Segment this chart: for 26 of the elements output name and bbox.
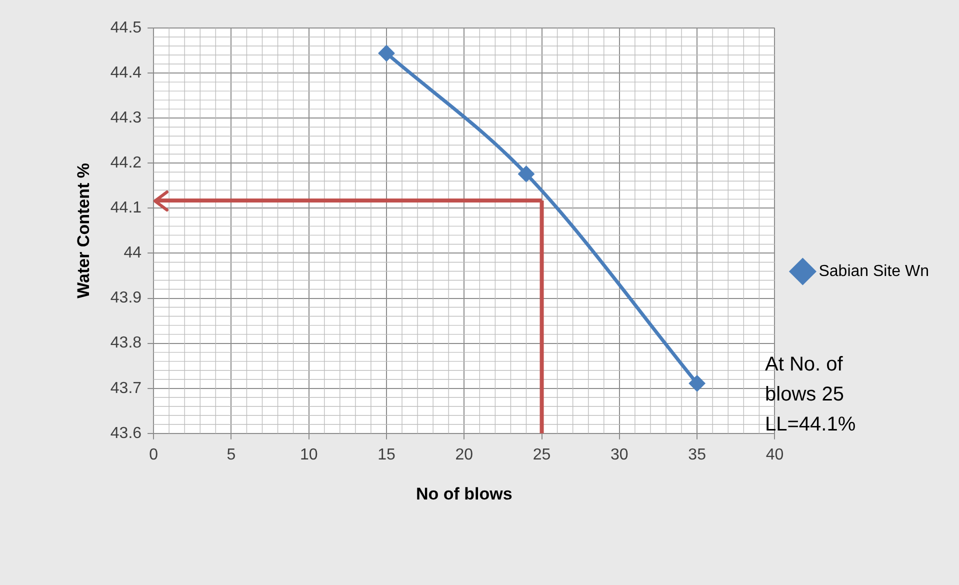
point <box>689 376 705 392</box>
point <box>378 45 394 61</box>
legend-label: Sabian Site Wn <box>818 262 929 280</box>
point <box>518 166 534 182</box>
y-tick-label: 44 <box>124 244 142 262</box>
y-tick-label: 44.2 <box>110 154 142 172</box>
y-tick-label: 43.6 <box>110 424 142 442</box>
x-tick-label: 20 <box>455 446 474 464</box>
x-tick-label: 30 <box>610 446 628 464</box>
x-axis-title: No of blows <box>416 484 512 504</box>
y-tick-label: 43.9 <box>110 290 142 307</box>
annotation: At No. of blows 25 LL=44.1% <box>765 354 856 436</box>
x-tick-label: 5 <box>226 446 236 464</box>
y-tick-label: 43.7 <box>110 380 142 397</box>
y-tick-label: 44.1 <box>110 200 142 217</box>
x-tick-label: 35 <box>688 446 706 464</box>
y-tick-label: 44.4 <box>110 64 142 82</box>
x-tick-label: 10 <box>300 446 318 464</box>
y-tick-label: 44.5 <box>110 19 142 36</box>
x-tick-label: 25 <box>532 446 551 464</box>
y-tick-label: 43.8 <box>110 334 142 352</box>
y-axis-title: Water Content % <box>74 163 93 298</box>
x-tick-label: 40 <box>766 446 784 464</box>
y-tick-label: 44.3 <box>110 109 142 126</box>
x-tick-label: 15 <box>378 446 396 464</box>
x-tick-label: 0 <box>149 446 158 464</box>
